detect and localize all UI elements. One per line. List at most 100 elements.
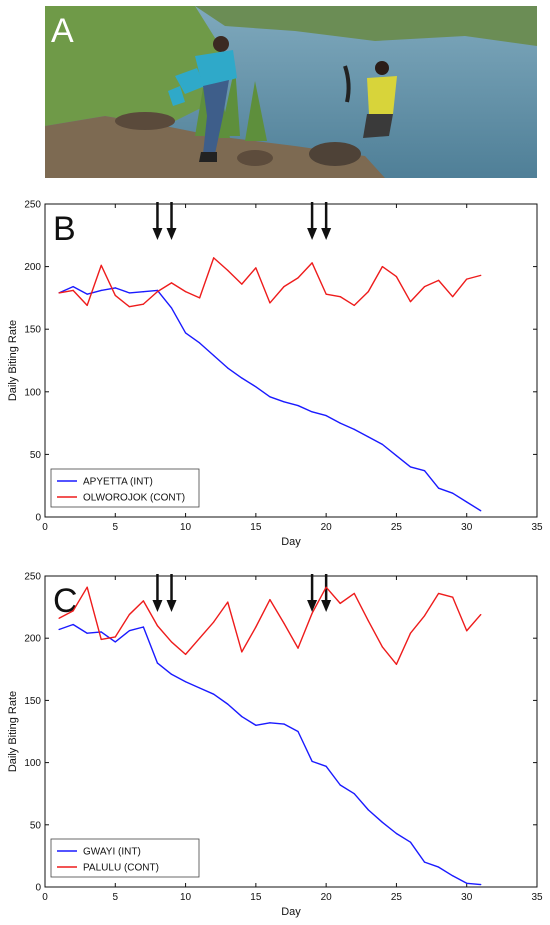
data-point (199, 342, 201, 344)
data-point (255, 724, 257, 726)
arrow-head (307, 600, 318, 612)
data-point (438, 279, 440, 281)
data-point (423, 861, 426, 863)
data-point (128, 306, 130, 308)
line-chart-b: 0 5 10 15 20 25 30 35 0 50 100 150 200 250 Day Daily Bi… (7, 200, 543, 549)
data-point (325, 586, 327, 588)
data-point (72, 286, 74, 288)
data-point (241, 715, 243, 718)
data-point (325, 293, 327, 295)
data-point (466, 630, 468, 632)
y-tick-label: 150 (24, 325, 41, 336)
data-point (311, 612, 313, 614)
data-point (199, 297, 201, 299)
data-point (86, 586, 88, 588)
field-photo: A (45, 6, 537, 178)
data-point (86, 632, 88, 634)
x-axis-title: Day (281, 536, 301, 548)
legend-box (50, 838, 200, 878)
data-point (283, 401, 285, 403)
data-point (241, 651, 243, 653)
x-tick-label: 5 (113, 892, 119, 903)
data-point (466, 501, 468, 503)
panel-letter-c: C (53, 582, 78, 620)
treatment-arrow (166, 202, 177, 240)
data-point (128, 292, 130, 294)
data-point (58, 628, 60, 631)
data-point (480, 883, 482, 886)
y-axis-title: Daily Biting Rate (7, 320, 19, 401)
data-point (213, 621, 215, 623)
data-point (438, 487, 440, 489)
data-point (409, 632, 412, 634)
data-point (255, 626, 257, 628)
arrow-head (321, 600, 332, 612)
data-point (311, 760, 313, 762)
rock (237, 150, 273, 166)
data-point (86, 293, 88, 295)
data-point (86, 304, 88, 307)
data-point (367, 291, 369, 293)
x-tick-label: 15 (250, 892, 262, 903)
data-point (339, 602, 341, 604)
person-with-blue-shirt (168, 36, 237, 162)
data-point (452, 596, 454, 598)
data-point (156, 291, 159, 293)
data-point (353, 793, 355, 795)
data-point (452, 492, 454, 494)
treatment-arrow (321, 202, 332, 240)
y-tick-label: 0 (35, 513, 41, 524)
data-point (367, 436, 369, 438)
data-point (339, 296, 341, 298)
data-point (325, 414, 327, 417)
data-point (409, 841, 412, 843)
panel-letter-a: A (51, 12, 74, 50)
y-tick-label: 200 (24, 634, 41, 645)
x-tick-label: 30 (461, 522, 473, 533)
y-tick-label: 50 (30, 820, 42, 831)
data-point (142, 291, 144, 293)
series-0 (58, 623, 482, 886)
x-tick-label: 20 (321, 522, 333, 533)
series-line (58, 586, 482, 666)
y-tick-label: 0 (35, 883, 41, 894)
data-point (184, 681, 187, 683)
data-point (72, 289, 74, 291)
data-point (114, 287, 116, 289)
data-point (142, 626, 144, 628)
legend-box (50, 468, 200, 508)
arrow-head (166, 228, 177, 240)
plot-frame (44, 575, 538, 888)
data-point (255, 267, 257, 269)
x-tick-label: 35 (531, 522, 543, 533)
data-point (452, 296, 454, 298)
x-axis-title: Day (281, 906, 301, 918)
arrow-head (321, 228, 332, 240)
arrow-head (307, 228, 318, 240)
data-point (128, 630, 130, 632)
data-point (241, 377, 243, 379)
data-point (297, 730, 299, 733)
data-point (283, 723, 285, 725)
data-point (156, 662, 159, 664)
x-tick-label: 20 (321, 892, 333, 903)
legend-label: APYETTA (INT) (83, 477, 153, 488)
far-bank-vegetation (195, 6, 537, 46)
plot-frame (44, 203, 538, 518)
y-tick-label: 100 (24, 387, 41, 398)
data-point (325, 765, 327, 767)
rock (115, 112, 175, 130)
legend-label: OLWOROJOK (CONT) (83, 493, 185, 504)
data-point (184, 653, 187, 655)
y-tick-label: 250 (24, 572, 41, 583)
data-point (480, 274, 482, 276)
data-point (184, 332, 187, 334)
data-point (170, 307, 173, 309)
data-point (395, 455, 398, 457)
y-tick-label: 250 (24, 200, 41, 211)
treatment-arrow (307, 574, 318, 612)
treatment-arrow (152, 202, 163, 240)
data-point (114, 294, 116, 296)
data-point (452, 875, 454, 877)
data-point (241, 283, 243, 285)
